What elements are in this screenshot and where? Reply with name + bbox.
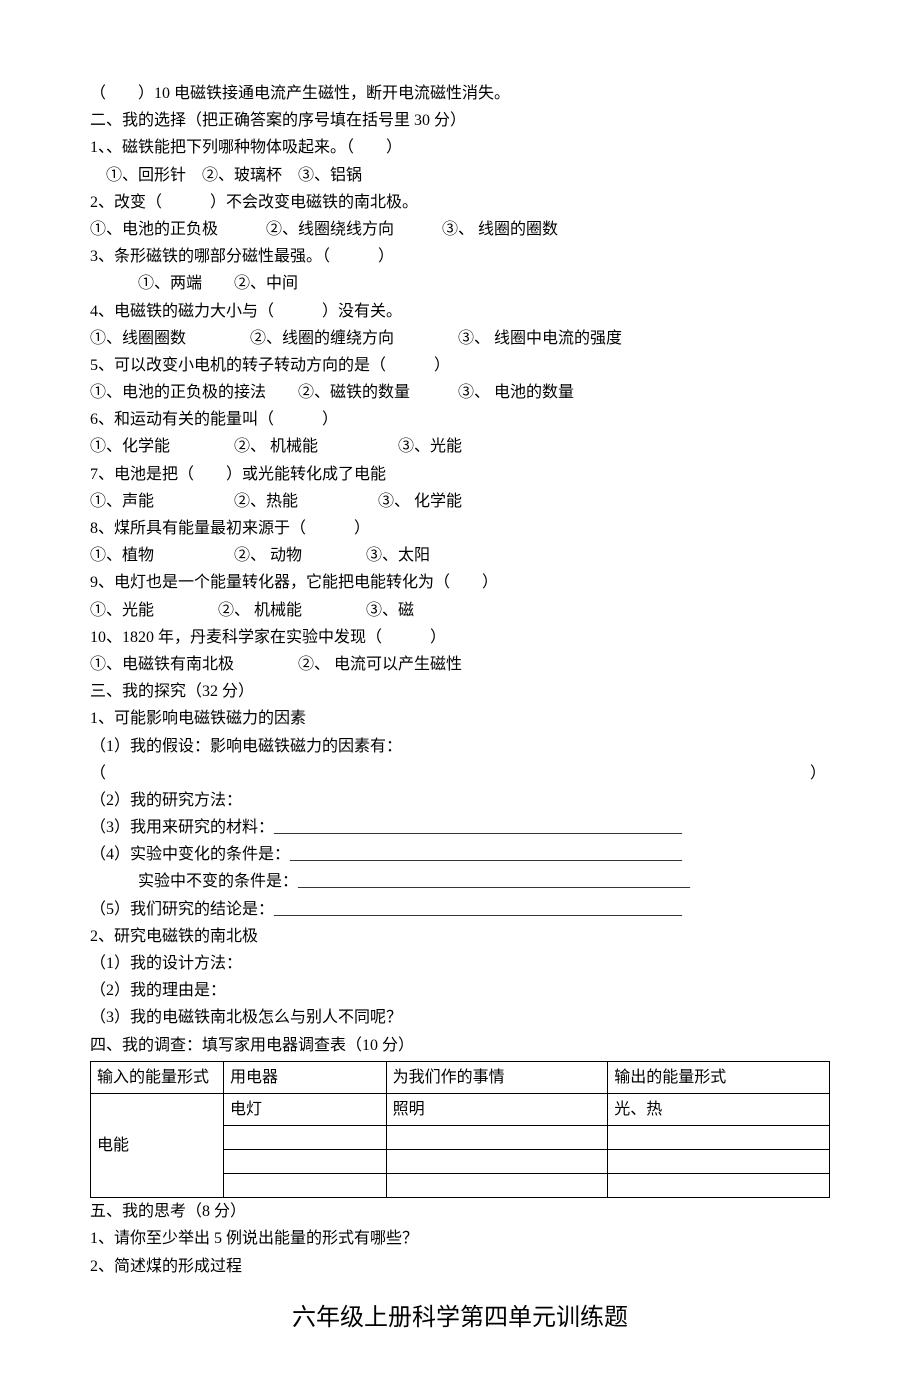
table-header-cell: 输入的能量形式 [91,1061,224,1093]
s3-q1-1b: （ ） [90,760,830,787]
table-cell [386,1126,608,1150]
s2-q2-options: ①、电池的正负极 ②、线圈绕线方向 ③、 线圈的圈数 [90,216,830,243]
s2-q1: 1、、磁铁能把下列哪种物体吸起来。（ ） [90,134,830,161]
section-2-title: 二、我的选择（把正确答案的序号填在括号里 30 分） [90,107,830,134]
question-10-tf: （ ）10 电磁铁接通电流产生磁性，断开电流磁性消失。 [90,80,830,107]
section-4-title: 四、我的调查：填写家用电器调查表（10 分） [90,1032,830,1059]
table-header-cell: 为我们作的事情 [386,1061,608,1093]
s2-q8-options: ①、植物 ②、 动物 ③、太阳 [90,542,830,569]
s2-q8: 8、煤所具有能量最初来源于（ ） [90,515,830,542]
table-cell [608,1174,830,1198]
table-cell [386,1150,608,1174]
s2-q4-options: ①、线圈圈数 ②、线圈的缠绕方向 ③、 线圈中电流的强度 [90,325,830,352]
table-header-cell: 输出的能量形式 [608,1061,830,1093]
s2-q5-options: ①、电池的正负极的接法 ②、磁铁的数量 ③、 电池的数量 [90,379,830,406]
s2-q10: 10、1820 年，丹麦科学家在实验中发现（ ） [90,624,830,651]
s3-q2: 2、研究电磁铁的南北极 [90,923,830,950]
s2-q3: 3、条形磁铁的哪部分磁性最强。（ ） [90,243,830,270]
table-cell [608,1150,830,1174]
table-header-cell: 用电器 [224,1061,387,1093]
s3-q1: 1、可能影响电磁铁磁力的因素 [90,705,830,732]
s2-q9-options: ①、光能 ②、 机械能 ③、磁 [90,597,830,624]
table-cell [224,1174,387,1198]
table-row: 电能 电灯 照明 光、热 [91,1093,830,1125]
page-title: 六年级上册科学第四单元训练题 [90,1298,830,1339]
s5-q2: 2、简述煤的形成过程 [90,1253,830,1280]
s3-q1-1: （1）我的假设：影响电磁铁磁力的因素有： [90,733,830,760]
s2-q6-options: ①、化学能 ②、 机械能 ③、光能 [90,433,830,460]
table-cell [386,1174,608,1198]
section-3-title: 三、我的探究（32 分） [90,678,830,705]
s3-q1-2: （2）我的研究方法： [90,787,830,814]
table-cell: 电灯 [224,1093,387,1125]
s2-q1-options: ①、回形针 ②、玻璃杯 ③、铝锅 [90,162,830,189]
s2-q6: 6、和运动有关的能量叫（ ） [90,406,830,433]
s2-q2: 2、改变（ ）不会改变电磁铁的南北极。 [90,189,830,216]
s2-q7-options: ①、声能 ②、热能 ③、 化学能 [90,488,830,515]
s2-q4: 4、电磁铁的磁力大小与（ ）没有关。 [90,298,830,325]
s3-q2-2: （2）我的理由是： [90,977,830,1004]
table-cell: 光、热 [608,1093,830,1125]
s3-q2-1: （1）我的设计方法： [90,950,830,977]
table-cell [224,1126,387,1150]
s2-q5: 5、可以改变小电机的转子转动方向的是（ ） [90,352,830,379]
s3-q1-5: （5）我们研究的结论是：____________________________… [90,896,830,923]
s3-q2-3: （3）我的电磁铁南北极怎么与别人不同呢？ [90,1004,830,1031]
s5-q1: 1、请你至少举出 5 例说出能量的形式有哪些？ [90,1225,830,1252]
s2-q9: 9、电灯也是一个能量转化器，它能把电能转化为（ ） [90,569,830,596]
s3-q1-4a: （4）实验中变化的条件是：___________________________… [90,841,830,868]
table-cell [224,1150,387,1174]
s2-q3-options: ①、两端 ②、中间 [90,270,830,297]
table-cell: 照明 [386,1093,608,1125]
table-header-row: 输入的能量形式 用电器 为我们作的事情 输出的能量形式 [91,1061,830,1093]
s3-q1-4b: 实验中不变的条件是：______________________________… [90,868,830,895]
s2-q10-options: ①、电磁铁有南北极 ②、 电流可以产生磁性 [90,651,830,678]
table-cell [608,1126,830,1150]
s2-q7: 7、电池是把（ ）或光能转化成了电能 [90,461,830,488]
table-cell-rowspan: 电能 [91,1093,224,1197]
s3-q1-3: （3）我用来研究的材料：____________________________… [90,814,830,841]
section-5-title: 五、我的思考（8 分） [90,1198,830,1225]
appliance-survey-table: 输入的能量形式 用电器 为我们作的事情 输出的能量形式 电能 电灯 照明 光、热 [90,1061,830,1198]
